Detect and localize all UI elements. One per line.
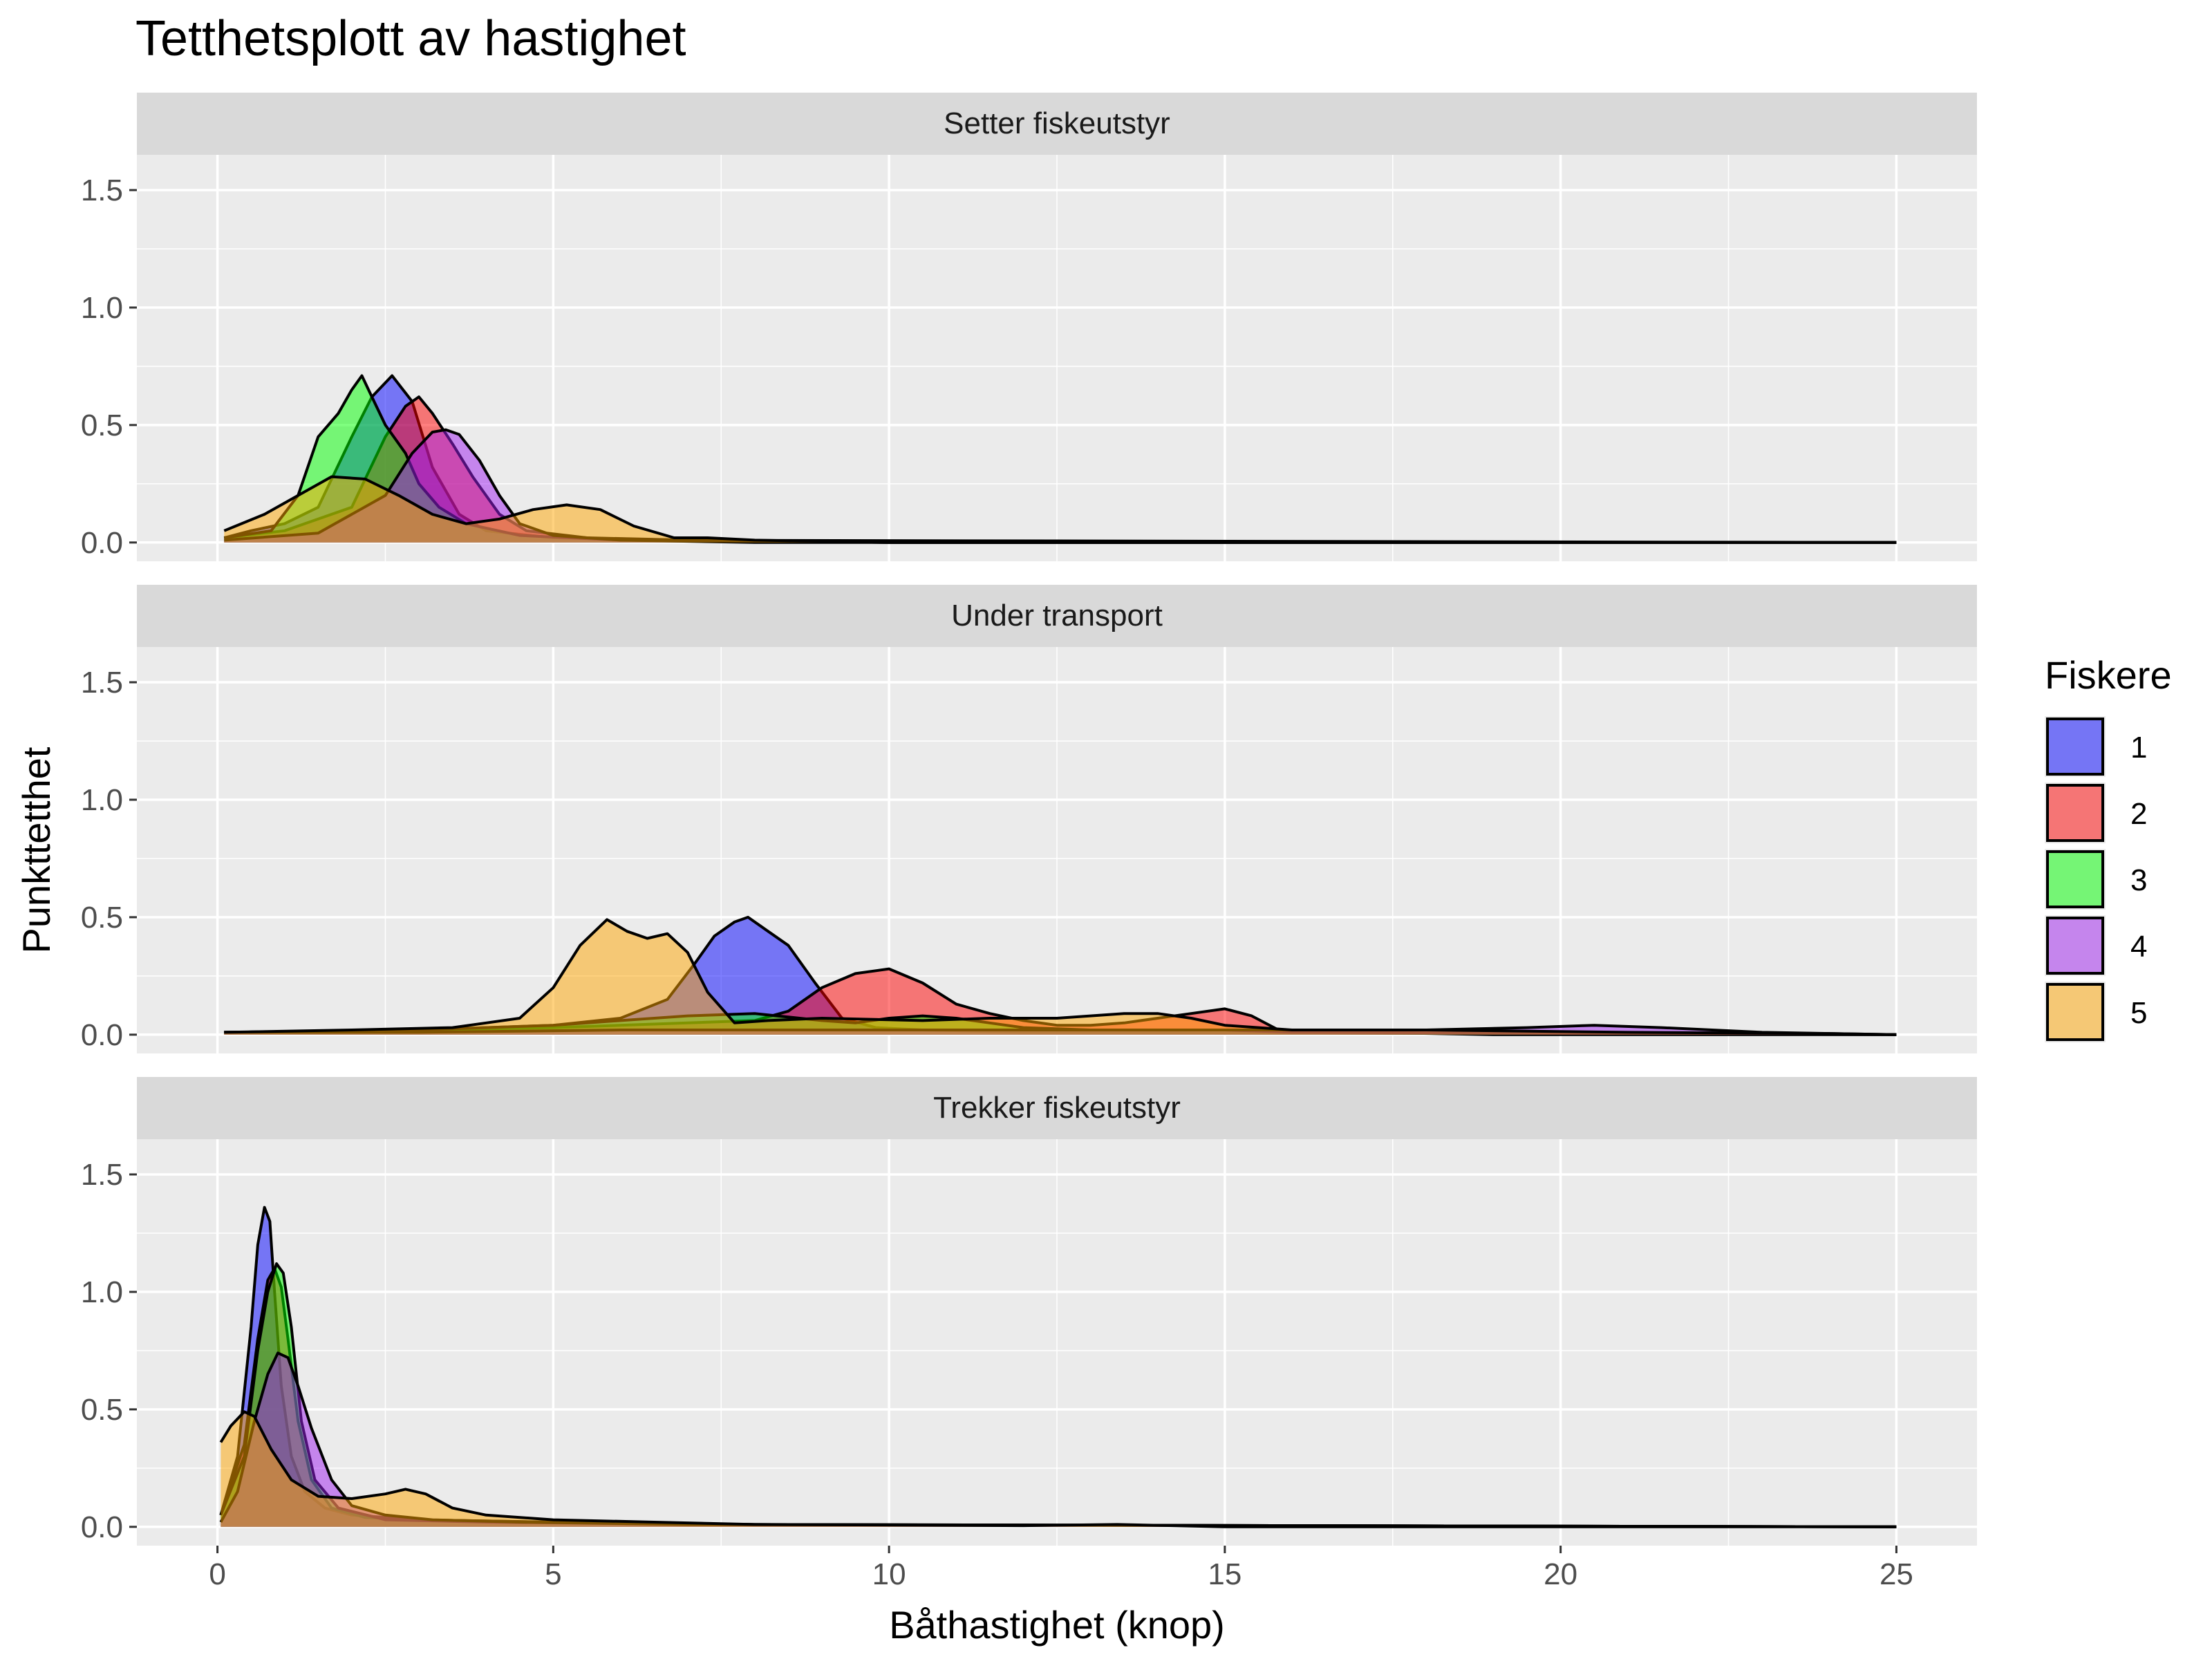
panel-grid — [137, 1139, 1977, 1546]
density-line-fisker-5 — [219, 1410, 1897, 1528]
chart-title: Tetthetsplott av hastighet — [135, 11, 686, 66]
y-axis: 0.0 0.5 1.0 1.5 — [81, 1158, 137, 1544]
density-area-fisker-5 — [224, 919, 1897, 1035]
legend-label-4: 4 — [2130, 930, 2147, 964]
strip-bg — [137, 585, 1977, 647]
panel-transport: Under transport 0.0 0.5 1.0 1.5 — [81, 585, 1977, 1053]
legend: Fiskere 1 2 3 4 5 — [2045, 653, 2172, 1042]
panel-series — [219, 1206, 1897, 1528]
strip-label: Under transport — [951, 599, 1163, 632]
y-tick-label: 1.0 — [81, 1275, 123, 1309]
legend-title: Fiskere — [2045, 653, 2172, 697]
legend-label-5: 5 — [2130, 996, 2147, 1030]
legend-label-3: 3 — [2130, 863, 2147, 897]
y-tick-label: 0.5 — [81, 409, 123, 442]
y-tick-label: 1.0 — [81, 291, 123, 325]
y-tick-label: 1.5 — [81, 666, 123, 700]
y-tick-label: 0.5 — [81, 901, 123, 935]
x-axis-title: Båthastighet (knop) — [889, 1603, 1225, 1647]
strip-label: Setter fiskeutstyr — [944, 106, 1170, 140]
panel-series — [224, 915, 1897, 1036]
x-tick-label: 20 — [1544, 1557, 1577, 1591]
legend-label-2: 2 — [2130, 797, 2147, 831]
legend-swatch-3 — [2046, 850, 2104, 908]
y-tick-label: 1.0 — [81, 783, 123, 817]
x-tick-label: 10 — [872, 1557, 906, 1591]
legend-swatch-5 — [2046, 983, 2104, 1041]
x-tick-label: 0 — [209, 1557, 225, 1591]
panel-series — [223, 374, 1897, 544]
strip-label: Trekker fiskeutstyr — [933, 1091, 1181, 1125]
y-tick-label: 1.5 — [81, 174, 123, 207]
density-area-fisker-5 — [221, 1412, 1897, 1527]
y-tick-label: 0.0 — [81, 526, 123, 560]
legend-swatch-2 — [2046, 784, 2104, 842]
legend-items: 1 2 3 4 5 — [2045, 716, 2147, 1042]
y-tick-label: 0.0 — [81, 1510, 123, 1544]
y-tick-label: 1.5 — [81, 1158, 123, 1192]
strip-bg — [137, 93, 1977, 155]
y-axis: 0.0 0.5 1.0 1.5 — [81, 174, 137, 560]
x-tick-label: 25 — [1880, 1557, 1913, 1591]
legend-swatch-1 — [2046, 718, 2104, 776]
y-tick-label: 0.5 — [81, 1393, 123, 1427]
x-axis: 0 5 10 15 20 25 — [209, 1546, 1913, 1591]
y-axis-title: Punkttetthet — [15, 747, 58, 953]
y-axis: 0.0 0.5 1.0 1.5 — [81, 666, 137, 1052]
legend-label-1: 1 — [2130, 731, 2147, 765]
strip-bg — [137, 1077, 1977, 1139]
panel-trekker: Trekker fiskeutstyr 0.0 0.5 1.0 1.5 — [81, 1077, 1977, 1546]
x-tick-label: 5 — [545, 1557, 561, 1591]
panel-setter: Setter fiskeutstyr 0.0 0.5 1.0 1.5 — [81, 93, 1977, 561]
y-tick-label: 0.0 — [81, 1018, 123, 1052]
density-line-fisker-5 — [223, 475, 1897, 544]
x-tick-label: 15 — [1208, 1557, 1241, 1591]
legend-swatch-4 — [2046, 917, 2104, 975]
density-area-fisker-5 — [224, 476, 1897, 543]
density-line-fisker-5 — [224, 918, 1897, 1036]
